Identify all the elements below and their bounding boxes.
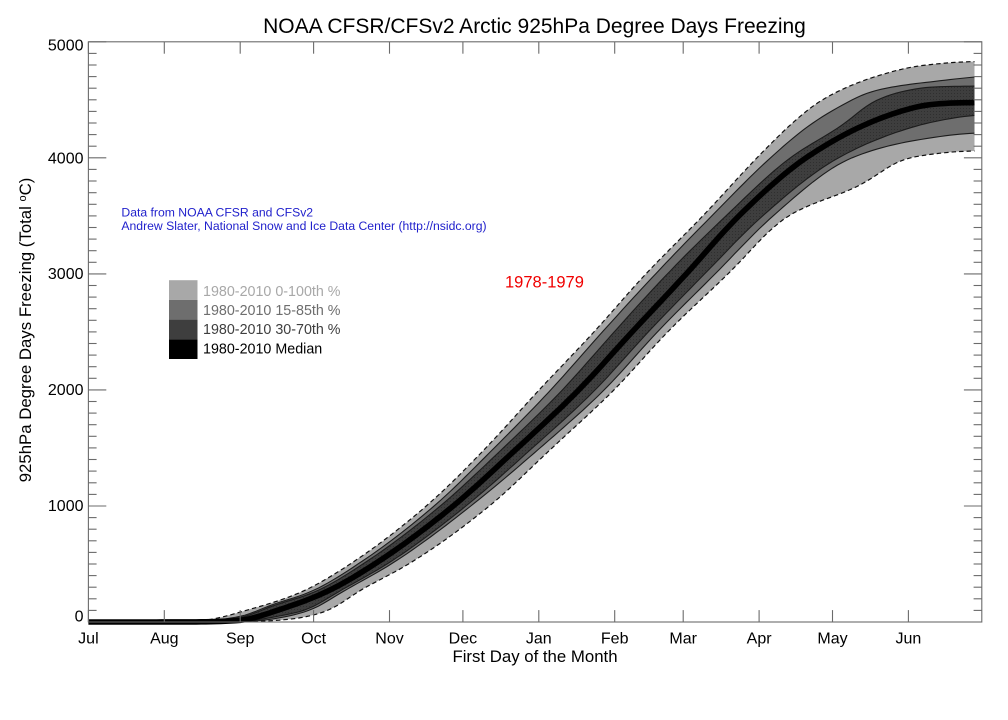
svg-text:Jun: Jun [896,630,922,647]
svg-text:1980-2010 0-100th %: 1980-2010 0-100th % [203,284,341,300]
svg-text:1980-2010 15-85th %: 1980-2010 15-85th % [203,303,341,319]
svg-text:Sep: Sep [226,630,255,647]
svg-text:Andrew Slater, National Snow a: Andrew Slater, National Snow and Ice Dat… [121,219,486,233]
svg-text:First Day of the Month: First Day of the Month [452,647,617,666]
svg-text:Apr: Apr [747,630,773,647]
svg-text:1980-2010 30-70th %: 1980-2010 30-70th % [203,322,341,338]
svg-text:0: 0 [75,609,84,626]
svg-text:Feb: Feb [601,630,629,647]
svg-text:NOAA CFSR/CFSv2 Arctic 925hPa: NOAA CFSR/CFSv2 Arctic 925hPa Degree Day… [263,15,806,38]
svg-text:Nov: Nov [375,630,403,647]
svg-text:Mar: Mar [669,630,697,647]
svg-text:3000: 3000 [48,266,84,283]
svg-text:925hPa Degree Days Freezing (T: 925hPa Degree Days Freezing (Total oC) [16,178,35,483]
svg-text:Jul: Jul [78,630,98,647]
svg-text:1980-2010 Median: 1980-2010 Median [203,341,322,357]
svg-text:Dec: Dec [449,630,477,647]
svg-text:Oct: Oct [301,630,326,647]
svg-text:4000: 4000 [48,150,84,167]
svg-text:Aug: Aug [150,630,178,647]
svg-text:2000: 2000 [48,382,84,399]
svg-text:1000: 1000 [48,498,84,515]
svg-text:Data from NOAA CFSR and CFSv2: Data from NOAA CFSR and CFSv2 [121,206,313,220]
svg-text:5000: 5000 [48,38,84,55]
svg-text:Jan: Jan [526,630,552,647]
svg-text:1978-1979: 1978-1979 [505,274,584,292]
svg-text:May: May [817,630,847,647]
